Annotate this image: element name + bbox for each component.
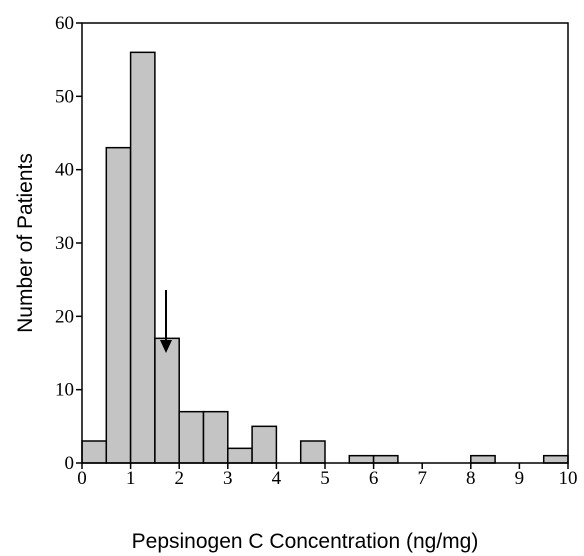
bar [129,51,156,464]
y-tick-label: 50 [55,86,74,107]
bar [202,410,229,464]
bar [372,454,399,464]
x-tick-label: 9 [515,468,525,489]
y-tick-label: 40 [55,160,74,181]
x-tick-label: 6 [369,468,379,489]
x-tick-label: 1 [126,468,136,489]
x-tick-label: 5 [320,468,330,489]
bar [542,454,569,464]
y-tick-label: 0 [65,453,75,474]
x-tick-label: 8 [466,468,476,489]
x-tick-label: 4 [272,468,282,489]
x-axis-label: Pepsinogen C Concentration (ng/mg) [132,530,479,553]
bar [105,146,132,464]
arrow-head [160,340,172,353]
bar [348,454,375,464]
bar [470,454,496,464]
y-tick-label: 60 [55,13,74,34]
x-tick-label: 0 [77,468,87,489]
x-tick-label: 3 [223,468,233,489]
y-tick-label: 10 [55,380,74,401]
bar [178,410,205,464]
bar [251,425,278,464]
x-tick-label: 2 [174,468,184,489]
bar [299,440,326,464]
bar [154,337,180,464]
y-axis-label: Number of Patients [14,153,37,333]
x-tick-label: 10 [559,468,578,489]
bar [81,440,108,464]
plot-area: 0 10 20 30 40 50 60 0 1 2 3 4 5 6 7 8 9 10 [55,13,578,489]
x-tick-label: 7 [417,468,427,489]
y-tick-label: 20 [55,306,74,327]
bar [227,447,253,464]
y-tick-label: 30 [55,233,74,254]
